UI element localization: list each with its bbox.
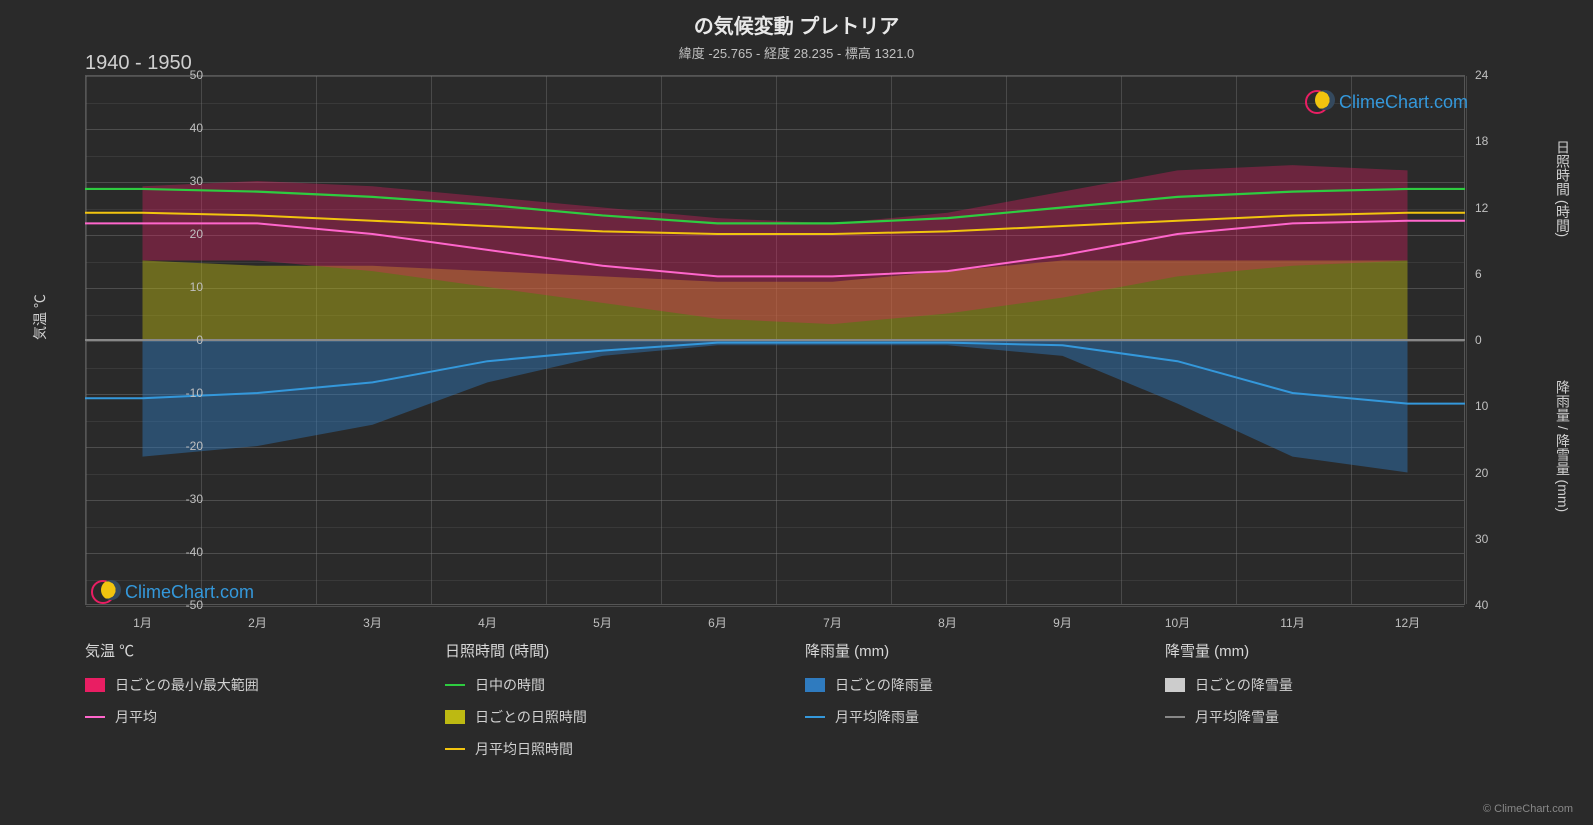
x-tick: 10月 <box>1165 614 1190 631</box>
y-left-tick: -30 <box>163 492 203 506</box>
legend-item: 月平均 <box>85 707 405 727</box>
y-left-tick: -20 <box>163 439 203 453</box>
chart-subtitle: 緯度 -25.765 - 経度 28.235 - 標高 1321.0 <box>0 39 1593 62</box>
x-tick: 9月 <box>1053 614 1072 631</box>
y-right-tick: 24 <box>1475 68 1515 82</box>
y-right-tick: 0 <box>1475 333 1515 347</box>
legend-group: 降雪量 (mm) 日ごとの降雪量月平均降雪量 <box>1165 640 1485 771</box>
logo-icon <box>95 580 119 604</box>
x-tick: 12月 <box>1395 614 1420 631</box>
y-left-tick: -40 <box>163 545 203 559</box>
legend-swatch <box>805 678 825 692</box>
y-left-tick: -10 <box>163 386 203 400</box>
y-right-tick: 20 <box>1475 466 1515 480</box>
plot-background <box>85 75 1465 605</box>
chart-area <box>85 75 1465 605</box>
legend-swatch <box>445 684 465 686</box>
legend-group: 降雨量 (mm) 日ごとの降雨量月平均降雨量 <box>805 640 1125 771</box>
legend: 気温 ℃ 日ごとの最小/最大範囲月平均 日照時間 (時間) 日中の時間日ごとの日照時間… <box>85 640 1485 771</box>
y-right-tick: 30 <box>1475 532 1515 546</box>
x-tick: 4月 <box>478 614 497 631</box>
y-right-tick: 18 <box>1475 134 1515 148</box>
y-left-tick: 50 <box>163 68 203 82</box>
legend-item: 日中の時間 <box>445 675 765 695</box>
y-axis-left-label: 気温 ℃ <box>30 294 50 340</box>
legend-header: 日照時間 (時間) <box>445 640 765 661</box>
legend-label: 日ごとの降雪量 <box>1195 675 1293 695</box>
legend-swatch <box>805 716 825 718</box>
legend-item: 日ごとの降雨量 <box>805 675 1125 695</box>
y-left-tick: 0 <box>163 333 203 347</box>
legend-label: 月平均 <box>115 707 157 727</box>
legend-label: 日ごとの降雨量 <box>835 675 933 695</box>
y-right-tick: 10 <box>1475 399 1515 413</box>
legend-header: 降雪量 (mm) <box>1165 640 1485 661</box>
chart-title: の気候変動 プレトリア <box>0 0 1593 39</box>
legend-group: 日照時間 (時間) 日中の時間日ごとの日照時間月平均日照時間 <box>445 640 765 771</box>
legend-item: 月平均降雨量 <box>805 707 1125 727</box>
legend-group: 気温 ℃ 日ごとの最小/最大範囲月平均 <box>85 640 405 771</box>
legend-item: 月平均降雪量 <box>1165 707 1485 727</box>
y-left-tick: 30 <box>163 174 203 188</box>
logo-text: ClimeChart.com <box>1339 92 1468 113</box>
legend-header: 気温 ℃ <box>85 640 405 661</box>
logo-icon <box>1309 90 1333 114</box>
legend-header: 降雨量 (mm) <box>805 640 1125 661</box>
x-tick: 6月 <box>708 614 727 631</box>
legend-item: 月平均日照時間 <box>445 739 765 759</box>
y-left-tick: 40 <box>163 121 203 135</box>
y-right-tick: 12 <box>1475 201 1515 215</box>
x-tick: 7月 <box>823 614 842 631</box>
legend-swatch <box>1165 678 1185 692</box>
x-tick: 11月 <box>1280 614 1304 631</box>
logo-top-right: ClimeChart.com <box>1309 90 1468 114</box>
y-right-tick: 40 <box>1475 598 1515 612</box>
legend-label: 月平均日照時間 <box>475 739 573 759</box>
legend-item: 日ごとの最小/最大範囲 <box>85 675 405 695</box>
legend-label: 日中の時間 <box>475 675 545 695</box>
y-axis-right-label-bottom: 降雨量 / 降雪量 (mm) <box>1553 380 1573 512</box>
attribution: © ClimeChart.com <box>1483 803 1573 815</box>
legend-label: 日ごとの日照時間 <box>475 707 587 727</box>
y-axis-right-label-top: 日照時間 (時間) <box>1553 140 1573 237</box>
y-left-tick: 20 <box>163 227 203 241</box>
y-left-tick: -50 <box>163 598 203 612</box>
legend-item: 日ごとの降雪量 <box>1165 675 1485 695</box>
legend-label: 月平均降雨量 <box>835 707 919 727</box>
x-tick: 8月 <box>938 614 957 631</box>
x-tick: 2月 <box>248 614 267 631</box>
legend-label: 日ごとの最小/最大範囲 <box>115 675 259 695</box>
legend-swatch <box>445 710 465 724</box>
legend-label: 月平均降雪量 <box>1195 707 1279 727</box>
x-tick: 5月 <box>593 614 612 631</box>
legend-swatch <box>445 748 465 750</box>
x-tick: 1月 <box>133 614 152 631</box>
y-left-tick: 10 <box>163 280 203 294</box>
y-right-tick: 6 <box>1475 267 1515 281</box>
legend-swatch <box>85 716 105 718</box>
x-tick: 3月 <box>363 614 382 631</box>
legend-swatch <box>1165 716 1185 718</box>
legend-item: 日ごとの日照時間 <box>445 707 765 727</box>
legend-swatch <box>85 678 105 692</box>
